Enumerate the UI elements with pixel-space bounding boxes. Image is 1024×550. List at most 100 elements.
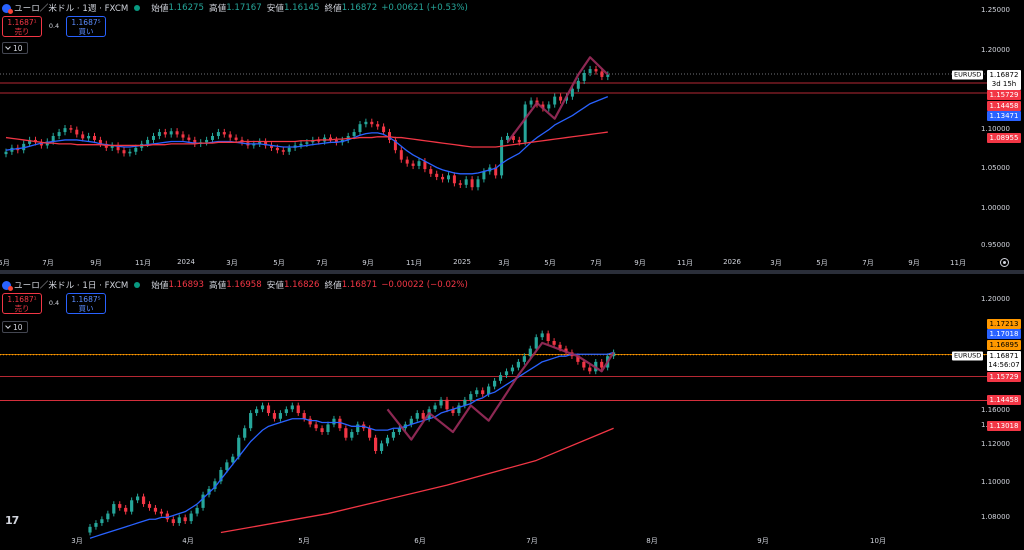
x-axis-tick-label: 9月	[362, 259, 374, 267]
candle-body	[222, 132, 226, 135]
candle-body	[4, 151, 8, 155]
y-axis-tick-label: 1.10000	[981, 125, 1010, 133]
lot-size-value: 10	[13, 322, 23, 332]
candle-body	[51, 136, 55, 142]
y-axis-tick-label: 1.20000	[981, 295, 1010, 303]
sell-button[interactable]: 1.1687¹ 売り	[2, 293, 42, 314]
candle-body	[87, 136, 91, 139]
ma-slow-line	[220, 427, 614, 534]
weekly-price-label-resistance: 1.15729	[987, 90, 1021, 100]
candle-body	[470, 179, 474, 188]
daily-price-label-support: 1.14458	[987, 395, 1021, 405]
ma-fast-line	[5, 96, 609, 175]
candle-body	[326, 424, 330, 433]
daily-chart-pane[interactable]: ユーロ／米ドル · 1日 · FXCM 始値 1.16893 高値 1.16958 …	[0, 274, 1024, 550]
low-value: 1.16145	[283, 3, 320, 13]
candle-body	[528, 348, 532, 357]
candle-body	[22, 143, 26, 151]
chart-settings-gear-icon[interactable]	[1000, 258, 1009, 267]
candle-body	[547, 104, 551, 109]
candle-body	[405, 159, 409, 164]
weekly-chart-canvas[interactable]	[0, 0, 1024, 270]
pane-separator[interactable]	[0, 270, 1024, 274]
candle-body	[93, 136, 96, 140]
candle-body	[225, 462, 229, 470]
candle-body	[305, 142, 309, 144]
candle-body	[284, 409, 288, 414]
y-axis-tick-label: 1.16000	[981, 406, 1010, 414]
candle-body	[183, 517, 187, 522]
buy-label: 買い	[78, 27, 94, 36]
candle-body	[399, 150, 403, 160]
candle-body	[356, 424, 360, 433]
candle-body	[302, 413, 306, 419]
x-axis-tick-label: 5月	[0, 259, 10, 267]
lot-size-dropdown[interactable]: 10	[2, 321, 28, 333]
daily-chart-canvas[interactable]	[0, 274, 1024, 550]
change-value: +0.00621 (+0.53%)	[381, 3, 468, 13]
candle-body	[136, 496, 140, 501]
x-axis-tick-label: 3月	[770, 259, 782, 267]
candle-body	[433, 405, 437, 410]
candle-body	[522, 356, 526, 362]
candle-body	[130, 500, 134, 512]
candle-body	[476, 179, 480, 188]
daily-symbol-tag: EURUSD	[952, 351, 984, 361]
candle-body	[558, 344, 562, 349]
x-axis-tick-label: 2025	[453, 258, 471, 266]
daily-current-price-label: 1.16871 14:56:07	[987, 351, 1021, 371]
candle-body	[498, 375, 503, 381]
weekly-symbol-tag: EURUSD	[952, 70, 984, 80]
candle-body	[334, 139, 338, 143]
buy-button[interactable]: 1.1687⁵ 買い	[66, 293, 106, 314]
sell-button[interactable]: 1.1687¹ 売り	[2, 16, 42, 37]
candle-body	[511, 136, 515, 140]
weekly-chart-pane[interactable]: ユーロ／米ドル · 1週 · FXCM 始値 1.16275 高値 1.17167 …	[0, 0, 1024, 270]
weekly-symbol-title[interactable]: ユーロ／米ドル · 1週 · FXCM	[14, 4, 129, 14]
zigzag-line	[506, 56, 609, 143]
candle-body	[177, 517, 181, 524]
candle-body	[553, 96, 557, 105]
y-axis-tick-label: 1.20000	[981, 46, 1010, 54]
candle-body	[94, 523, 98, 527]
candle-body	[205, 139, 209, 143]
candle-body	[358, 124, 362, 133]
close-label: 終値	[324, 4, 342, 14]
candle-body	[255, 409, 259, 414]
candle-body	[423, 161, 427, 170]
candle-body	[469, 394, 473, 400]
close-value: 1.16871	[341, 280, 378, 290]
candle-body	[523, 104, 527, 143]
candle-body	[237, 437, 241, 457]
candle-body	[258, 141, 262, 144]
x-axis-tick-label: 9月	[90, 259, 102, 267]
x-axis-tick-label: 7月	[316, 259, 328, 267]
candle-body	[500, 139, 504, 176]
candle-body	[28, 139, 32, 144]
candle-body	[228, 134, 232, 138]
sell-price: 1.1687¹	[7, 18, 37, 27]
x-axis-tick-label: 5月	[273, 259, 285, 267]
change-value: −0.00022 (−0.02%)	[381, 280, 468, 290]
lot-size-dropdown[interactable]: 10	[2, 42, 28, 54]
tradingview-logo-icon[interactable]: 17	[5, 514, 19, 527]
candle-body	[600, 361, 604, 368]
candle-body	[122, 150, 126, 154]
candle-body	[88, 526, 92, 533]
candle-body	[163, 132, 167, 135]
candle-body	[314, 424, 318, 429]
high-label: 高値	[208, 281, 227, 291]
candle-body	[382, 126, 386, 133]
candle-body	[457, 405, 461, 414]
candle-body	[181, 134, 185, 138]
candle-body	[439, 399, 443, 406]
buy-button[interactable]: 1.1687⁵ 買い	[66, 16, 106, 37]
candle-body	[510, 367, 515, 372]
x-axis-tick-label: 8月	[646, 537, 658, 545]
x-axis-tick-label: 10月	[870, 537, 886, 545]
candle-body	[39, 142, 43, 146]
daily-symbol-title[interactable]: ユーロ／米ドル · 1日 · FXCM	[14, 281, 129, 291]
candle-body	[193, 139, 197, 144]
y-axis-tick-label: 1.25000	[981, 6, 1010, 14]
candle-body	[487, 386, 491, 395]
